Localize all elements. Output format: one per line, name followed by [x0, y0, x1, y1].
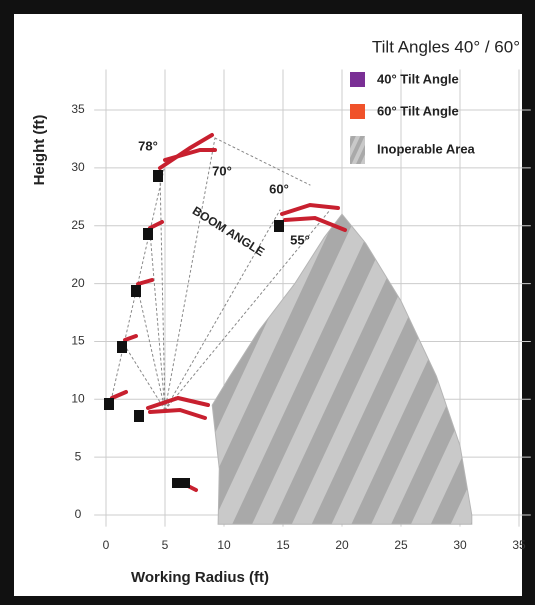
- annotation: 60°: [269, 181, 289, 196]
- y-tick-label: 25: [71, 218, 85, 232]
- booms: [104, 133, 347, 492]
- y-axis-label: Height (ft): [31, 115, 48, 186]
- x-tick-label: 20: [335, 538, 349, 552]
- x-tick-label: 25: [394, 538, 408, 552]
- grid: [94, 69, 531, 527]
- x-tick-label: 0: [103, 538, 110, 552]
- y-tick-label: 15: [71, 334, 85, 348]
- x-tick-label: 5: [162, 538, 169, 552]
- tick-layer: 0 5 10 15 20 25 30 35 0 5 10 15 20 25 30 35: [71, 102, 526, 552]
- y-tick-label: 35: [71, 102, 85, 116]
- legend-label: Inoperable Area: [377, 141, 476, 156]
- x-axis-label: Working Radius (ft): [131, 569, 269, 586]
- legend-swatch: [350, 104, 365, 119]
- y-tick-label: 30: [71, 160, 85, 174]
- annotation: 55°: [290, 232, 310, 247]
- y-tick-label: 10: [71, 391, 85, 405]
- x-tick-label: 30: [453, 538, 467, 552]
- chart-title: Tilt Angles 40° / 60°: [372, 37, 520, 56]
- legend-label: 60° Tilt Angle: [377, 103, 459, 118]
- y-tick-label: 5: [75, 449, 82, 463]
- y-tick-label: 20: [71, 276, 85, 290]
- legend-swatch: [350, 72, 365, 87]
- area-layer: [211, 213, 473, 525]
- x-tick-label: 35: [512, 538, 526, 552]
- annotation: 78°: [138, 138, 158, 153]
- legend-label: 40° Tilt Angle: [377, 71, 459, 86]
- x-tick-label: 10: [217, 538, 231, 552]
- x-tick-label: 15: [276, 538, 290, 552]
- annotation: 70°: [212, 163, 232, 178]
- y-tick-label: 0: [75, 507, 82, 521]
- legend-swatch: [350, 136, 365, 164]
- inoperable-area: [211, 213, 473, 525]
